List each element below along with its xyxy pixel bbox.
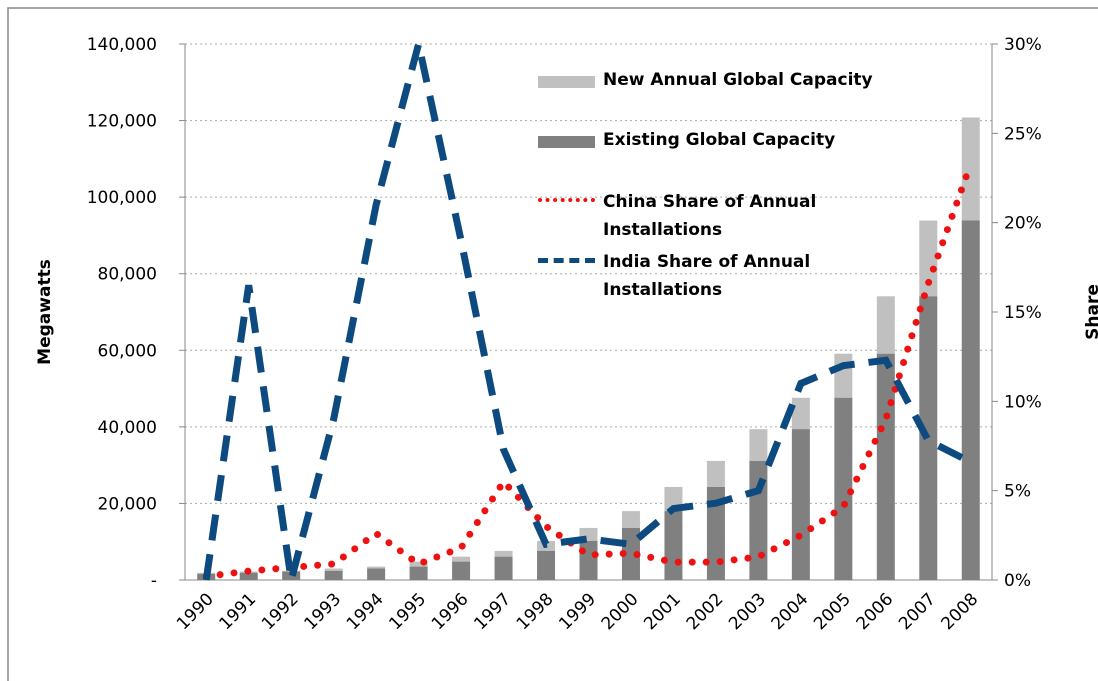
y2-tick-label: 5% — [1004, 482, 1031, 502]
bar — [409, 566, 428, 580]
legend-swatch — [538, 76, 595, 88]
y-tick-label: - — [151, 571, 157, 591]
bar — [749, 460, 768, 580]
y-axis-label: Megawatts — [35, 259, 55, 365]
frame — [7, 7, 1098, 681]
bar — [919, 220, 938, 297]
x-tick-label: 2002 — [683, 589, 728, 634]
x-tick-label: 1991 — [216, 589, 261, 634]
bar — [749, 429, 768, 461]
legend-item: India Share of Annual Installations — [530, 248, 848, 304]
x-tick-label: 2005 — [810, 589, 855, 634]
bar — [324, 568, 343, 571]
y2-axis-label: Share — [1083, 284, 1098, 340]
bar — [452, 561, 471, 580]
x-tick-label: 2001 — [640, 589, 685, 634]
bar — [876, 296, 895, 354]
legend-swatch — [538, 258, 595, 263]
y-tick-label: 40,000 — [98, 418, 157, 438]
x-tick-label: 1993 — [300, 589, 345, 634]
x-tick-label: 2008 — [938, 589, 983, 634]
bar — [324, 570, 343, 580]
y-tick-label: 100,000 — [87, 188, 157, 208]
legend-label: China Share of Annual Installations — [603, 192, 817, 240]
x-tick-label: 1992 — [258, 589, 303, 634]
legend-item: New Annual Global Capacity — [530, 66, 923, 94]
bar — [791, 397, 810, 430]
bar — [834, 353, 853, 398]
y-tick-label: 120,000 — [87, 112, 157, 132]
bar — [282, 571, 301, 580]
x-tick-label: 1999 — [555, 589, 600, 634]
bar — [367, 566, 386, 569]
x-tick-label: 2000 — [598, 589, 643, 634]
y-tick-label: 20,000 — [98, 494, 157, 514]
bar — [537, 550, 556, 580]
legend-item: Existing Global Capacity — [530, 126, 923, 154]
y2-tick-label: 25% — [1004, 124, 1042, 144]
x-tick-label: 1996 — [428, 589, 473, 634]
bar — [409, 561, 428, 567]
bar — [621, 511, 640, 528]
legend-swatch — [538, 198, 595, 202]
y2-tick-label: 30% — [1004, 35, 1042, 55]
bar — [494, 556, 513, 580]
y-tick-label: 140,000 — [87, 35, 157, 55]
y2-tick-label: 10% — [1004, 392, 1042, 412]
y2-tick-label: 15% — [1004, 303, 1042, 323]
bar — [919, 296, 938, 580]
bar — [494, 550, 513, 557]
x-tick-label: 1995 — [385, 589, 430, 634]
bar — [706, 486, 725, 580]
legend-label: India Share of Annual Installations — [603, 252, 811, 300]
x-tick-label: 2004 — [768, 589, 813, 634]
bar — [706, 460, 725, 487]
x-tick-label: 2003 — [725, 589, 770, 634]
x-tick-label: 1998 — [513, 589, 558, 634]
y-tick-label: 80,000 — [98, 265, 157, 285]
bar — [367, 568, 386, 580]
legend-swatch — [538, 136, 595, 148]
line — [202, 160, 975, 580]
x-tick-label: 2007 — [895, 589, 940, 634]
x-tick-label: 1990 — [173, 589, 218, 634]
bar — [579, 540, 598, 580]
legend-label: Existing Global Capacity — [603, 130, 836, 150]
bar — [876, 353, 895, 580]
bar — [961, 220, 980, 581]
bar — [961, 117, 980, 221]
x-tick-label: 2006 — [853, 589, 898, 634]
bar — [834, 397, 853, 580]
bar — [239, 572, 258, 580]
x-tick-label: 1994 — [343, 589, 388, 634]
bar — [791, 429, 810, 580]
bar — [452, 556, 471, 562]
y-tick-label: 60,000 — [98, 341, 157, 361]
y2-tick-label: 0% — [1004, 571, 1031, 591]
y2-tick-label: 20% — [1004, 214, 1042, 234]
x-tick-label: 1997 — [470, 589, 515, 634]
legend-label: New Annual Global Capacity — [603, 70, 873, 90]
legend-item: China Share of Annual Installations — [530, 188, 848, 244]
bar — [664, 511, 683, 580]
line — [202, 43, 973, 581]
